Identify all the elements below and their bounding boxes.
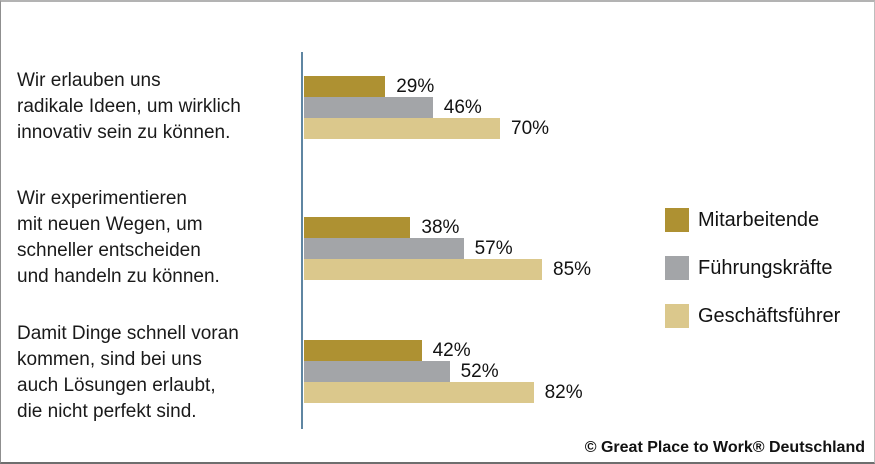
- bar-value-label: 46%: [443, 96, 482, 118]
- bar-row: 57%: [304, 238, 591, 259]
- legend-label: Geschäftsführer: [698, 304, 841, 327]
- legend: Mitarbeitende Führungskräfte Geschäftsfü…: [665, 208, 840, 352]
- bar-group-3: 42% 52% 82%: [304, 340, 583, 403]
- bar-value-label: 82%: [544, 381, 583, 403]
- y-axis-line: [301, 52, 303, 429]
- bar-value-label: 38%: [421, 216, 460, 238]
- bar-fuehrungskraefte: [304, 97, 433, 118]
- bar-value-label: 57%: [474, 237, 513, 259]
- bar-mitarbeitende: [304, 217, 411, 238]
- bar-value-label: 85%: [553, 258, 592, 280]
- bar-geschaeftsfuehrer: [304, 259, 542, 280]
- bar-value-label: 70%: [511, 117, 550, 139]
- group-label-2: Wir experimentieren mit neuen Wegen, um …: [17, 188, 220, 287]
- legend-swatch-mitarbeitende: [665, 208, 689, 232]
- group-label-3: Damit Dinge schnell voran kommen, sind b…: [17, 323, 239, 422]
- bar-row: 82%: [304, 382, 583, 403]
- bar-geschaeftsfuehrer: [304, 382, 534, 403]
- bar-row: 29%: [304, 76, 549, 97]
- bar-geschaeftsfuehrer: [304, 118, 500, 139]
- bar-row: 85%: [304, 259, 591, 280]
- bar-row: 52%: [304, 361, 583, 382]
- bar-group-2: 38% 57% 85%: [304, 217, 591, 280]
- bar-value-label: 29%: [396, 75, 435, 97]
- bar-row: 38%: [304, 217, 591, 238]
- legend-item-geschaeftsfuehrer: Geschäftsführer: [665, 304, 840, 328]
- bar-group-1: 29% 46% 70%: [304, 76, 549, 139]
- bar-mitarbeitende: [304, 340, 422, 361]
- bar-row: 46%: [304, 97, 549, 118]
- legend-swatch-fuehrungskraefte: [665, 256, 689, 280]
- bar-value-label: 52%: [460, 360, 499, 382]
- legend-label: Mitarbeitende: [698, 208, 820, 231]
- bar-row: 70%: [304, 118, 549, 139]
- legend-label: Führungskräfte: [698, 256, 833, 279]
- group-label-1: Wir erlauben uns radikale Ideen, um wirk…: [17, 70, 241, 143]
- legend-item-mitarbeitende: Mitarbeitende: [665, 208, 840, 232]
- bar-fuehrungskraefte: [304, 238, 464, 259]
- copyright-text: © Great Place to Work® Deutschland: [584, 439, 865, 456]
- bar-mitarbeitende: [304, 76, 386, 97]
- legend-swatch-geschaeftsfuehrer: [665, 304, 689, 328]
- legend-item-fuehrungskraefte: Führungskräfte: [665, 256, 840, 280]
- bar-value-label: 42%: [432, 339, 471, 361]
- bar-row: 42%: [304, 340, 583, 361]
- bar-fuehrungskraefte: [304, 361, 450, 382]
